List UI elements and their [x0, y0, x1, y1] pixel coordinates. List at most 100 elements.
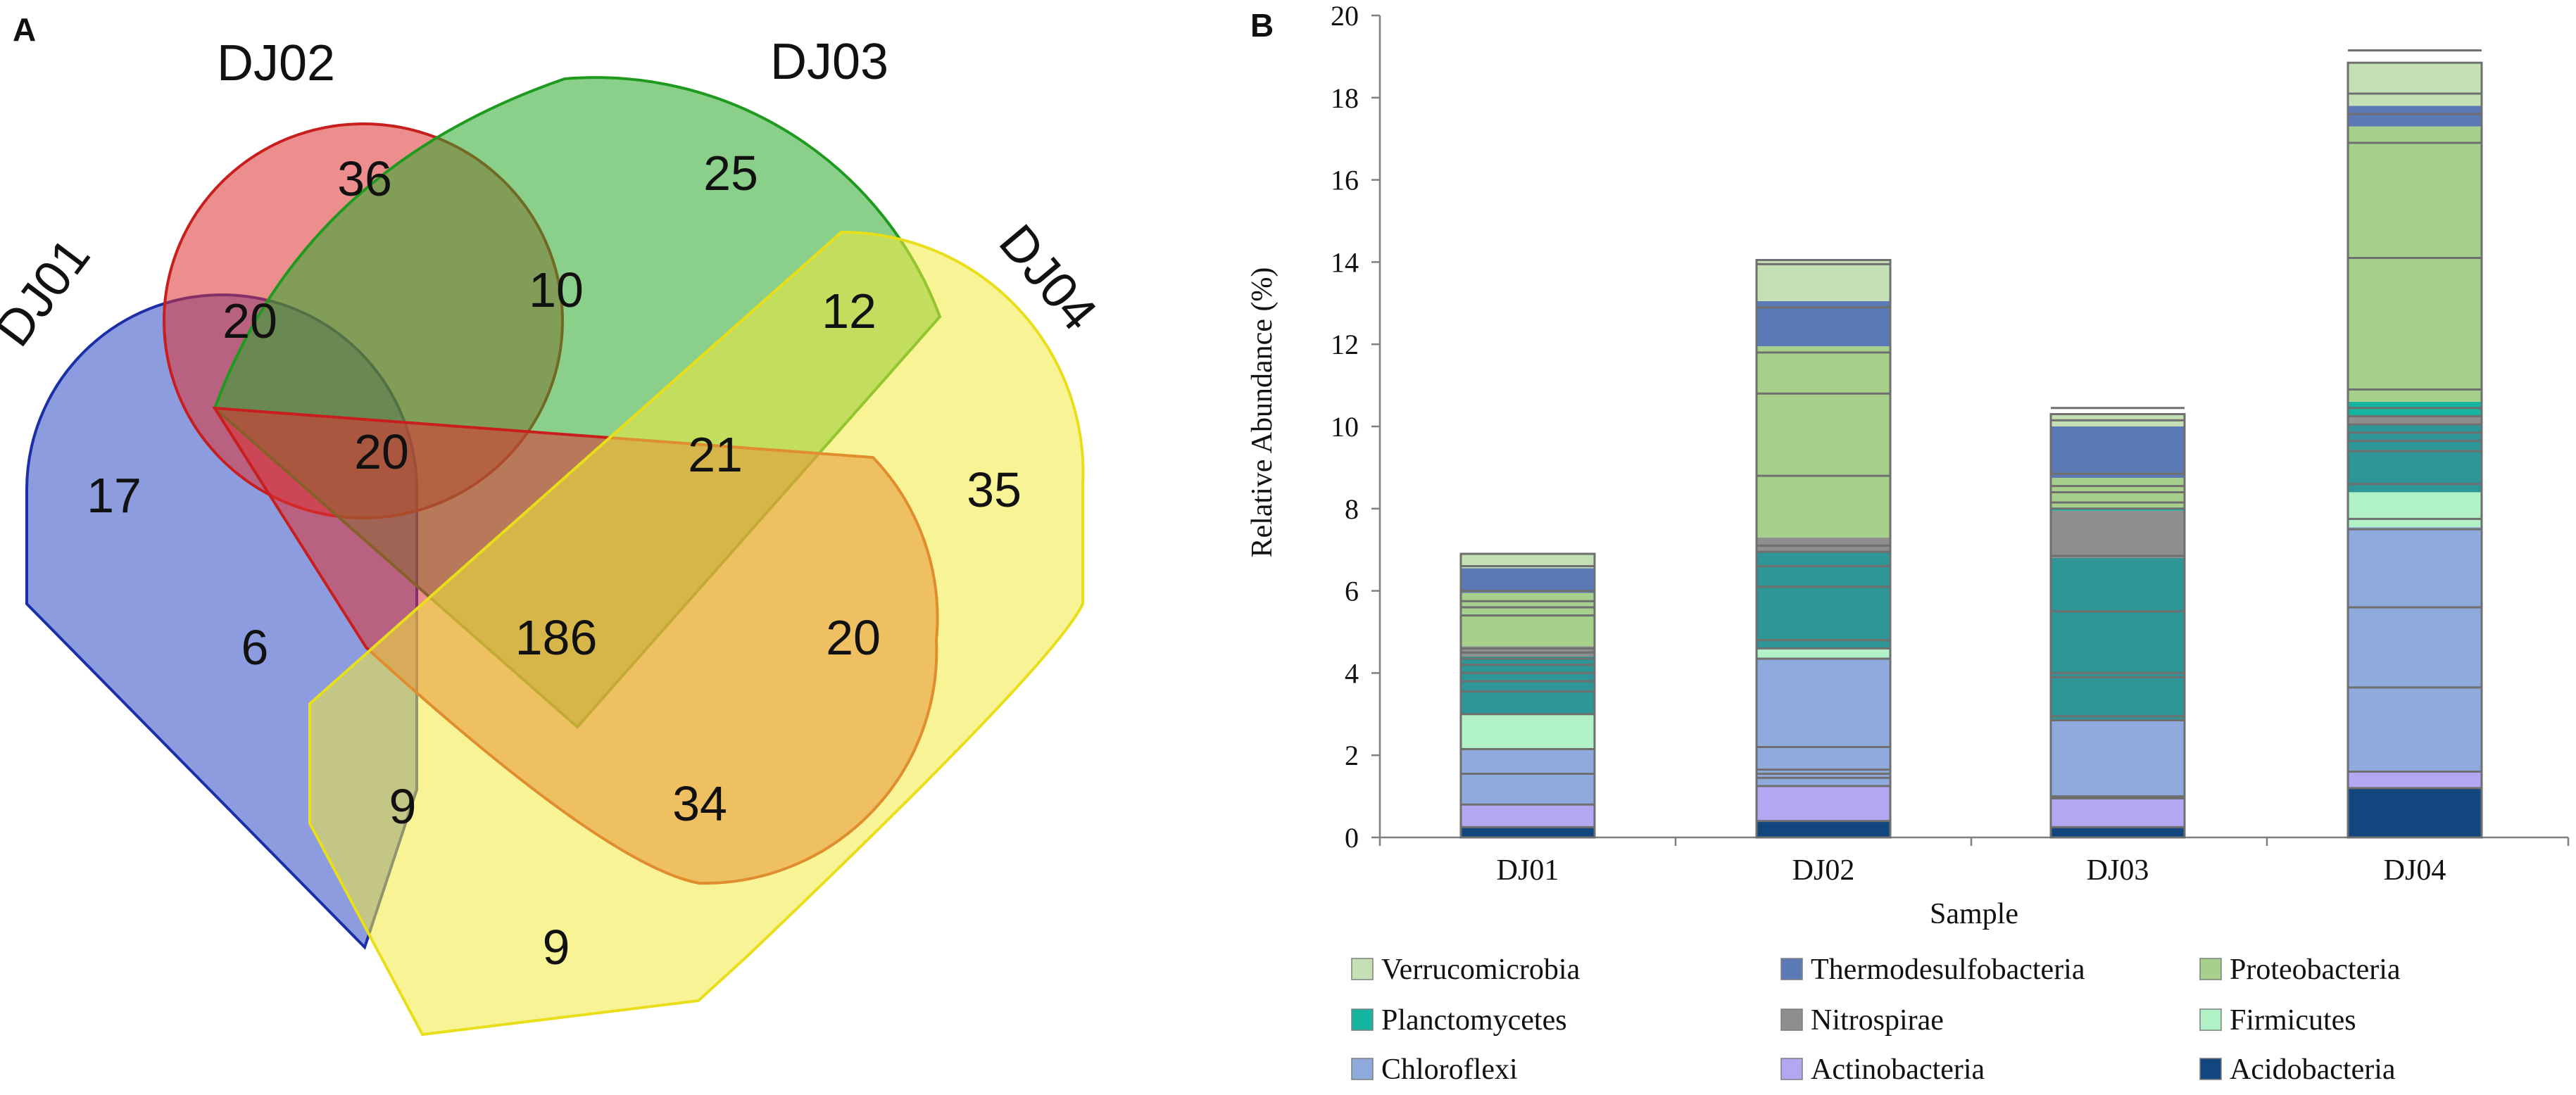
count-dj01-dj02-dj04: 34	[672, 776, 727, 831]
count-dj03-dj04: 12	[822, 284, 877, 338]
count-dj01-dj03-dj04: 9	[389, 779, 417, 834]
legend-swatch	[1780, 1008, 1803, 1031]
bar-outline	[1459, 552, 1596, 839]
bar-segment-planctomycetes	[1757, 552, 1890, 649]
count-dj02-dj03-dj04: 21	[688, 427, 743, 482]
bar-stack-dj03	[2049, 407, 2186, 839]
x-tick-label: DJ04	[2384, 854, 2446, 887]
legend-item: Proteobacteria	[2199, 954, 2401, 986]
legend-swatch	[2199, 1058, 2222, 1080]
x-tick-label: DJ02	[1792, 854, 1855, 887]
count-dj03-only: 25	[703, 146, 758, 201]
bar-stack-dj01	[1459, 552, 1596, 839]
bar-stack-dj04	[2346, 49, 2483, 839]
bar-segment-firmicutes	[1757, 648, 1890, 659]
y-axis-title: Relative Abundance (%)	[1246, 267, 1278, 558]
legend-swatch	[2199, 958, 2222, 980]
bar-segment-verrucomicrobia	[1461, 554, 1595, 569]
legend: Verrucomicrobia Thermodesulfobacteria Prot…	[1351, 954, 2401, 1086]
legend-item: Firmicutes	[2199, 1004, 2356, 1037]
panel-a-label: A	[13, 11, 36, 48]
count-dj02-dj03: 10	[529, 262, 584, 317]
bar-segment-thermodesulfobacteria	[2051, 426, 2185, 478]
legend-label: Thermodesulfobacteria	[1811, 954, 2085, 986]
count-dj02-dj04: 20	[826, 610, 881, 665]
legend-label: Acidobacteria	[2230, 1053, 2396, 1086]
legend-item: Actinobacteria	[1780, 1053, 1985, 1086]
y-tick-label: 4	[1345, 657, 1359, 689]
count-dj04-only: 35	[967, 462, 1022, 517]
count-dj01-dj04: 9	[543, 920, 570, 975]
bar-segment-actinobacteria	[2348, 771, 2482, 788]
bar-segment-firmicutes	[2348, 492, 2482, 528]
x-tick-label: DJ03	[2087, 854, 2149, 887]
legend-label: Proteobacteria	[2230, 954, 2401, 986]
bars	[1459, 49, 2483, 839]
y-tick-label: 14	[1331, 246, 1359, 278]
panel-b-label: B	[1250, 7, 1274, 44]
bar-outline	[2049, 412, 2186, 839]
bar-chart-panel: B Relative Abundance (%) 0 2 4 6 8 10 12 14 16 18…	[1246, 0, 2570, 1086]
bar-segment-acidobacteria	[2051, 827, 2185, 837]
bar-segment-actinobacteria	[2051, 798, 2185, 828]
legend-label: Chloroflexi	[1381, 1053, 1518, 1086]
bar-segment-planctomycetes	[1461, 657, 1595, 714]
venn-set-dj04	[308, 230, 1085, 1037]
y-tick-label: 6	[1345, 576, 1359, 607]
count-all-four: 186	[515, 610, 598, 665]
legend-label: Verrucomicrobia	[1381, 954, 1581, 986]
bar-segment-actinobacteria	[1461, 804, 1595, 828]
y-tick-label: 0	[1345, 822, 1359, 854]
bar-segment-verrucomicrobia	[1757, 260, 1890, 301]
y-tick-label: 8	[1345, 493, 1359, 525]
legend-item: Thermodesulfobacteria	[1780, 954, 2085, 986]
bar-segment-actinobacteria	[1757, 786, 1890, 821]
legend-item: Planctomycetes	[1351, 1004, 1567, 1037]
bar-segment-firmicutes	[1461, 714, 1595, 749]
legend-item: Chloroflexi	[1351, 1053, 1518, 1086]
count-dj01-dj03: 6	[241, 620, 269, 675]
bar-segment-chloroflexi	[2348, 527, 2482, 772]
bar-segment-verrucomicrobia	[2348, 63, 2482, 106]
y-axis-ticks: 0 2 4 6 8 10 12 14 16 18 20	[1331, 0, 1380, 854]
legend-item: Nitrospirae	[1780, 1004, 1944, 1037]
set-label-dj02: DJ02	[217, 35, 335, 91]
legend-swatch	[1351, 1058, 1374, 1080]
legend-label: Nitrospirae	[1811, 1004, 1944, 1037]
y-tick-label: 2	[1345, 740, 1359, 771]
legend-label: Planctomycetes	[1381, 1004, 1567, 1037]
bar-segment-chloroflexi	[1757, 658, 1890, 786]
count-dj02-only: 36	[337, 151, 392, 206]
bar-segment-proteobacteria	[1757, 346, 1890, 538]
legend-label: Actinobacteria	[1811, 1053, 1985, 1086]
legend-label: Firmicutes	[2230, 1004, 2356, 1037]
y-tick-label: 20	[1331, 0, 1359, 32]
bar-segment-thermodesulfobacteria	[1461, 568, 1595, 593]
venn-panel: A DJ02 DJ03 DJ01 DJ04 36 25 17 35 20 10 …	[0, 11, 1107, 1037]
set-label-dj01: DJ01	[0, 228, 101, 356]
bar-outline	[2346, 61, 2483, 839]
legend-swatch	[1780, 1058, 1803, 1080]
bar-segment-thermodesulfobacteria	[2348, 106, 2482, 127]
bar-segment-acidobacteria	[2348, 787, 2482, 837]
y-tick-label: 18	[1331, 82, 1359, 114]
legend-item: Acidobacteria	[2199, 1053, 2396, 1086]
x-axis-title: Sample	[1930, 898, 2018, 930]
bar-segment-planctomycetes	[2348, 424, 2482, 493]
bar-stack-dj02	[1755, 258, 1892, 839]
y-tick-label: 12	[1331, 329, 1359, 360]
bar-segment-nitrospirae	[2348, 416, 2482, 425]
bar-segment-proteobacteria	[2348, 126, 2482, 402]
bar-segment-planctomycetes	[2051, 557, 2185, 721]
bar-outline	[1755, 258, 1892, 839]
bar-segment-nitrospirae	[2051, 510, 2185, 558]
bar-segment-thermodesulfobacteria	[1757, 300, 1890, 347]
bar-segment-acidobacteria	[1461, 827, 1595, 837]
count-dj01-dj02-dj03: 20	[354, 424, 409, 479]
count-dj01-only: 17	[87, 468, 142, 523]
legend-item: Verrucomicrobia	[1351, 954, 1581, 986]
bar-segment-acidobacteria	[1757, 821, 1890, 837]
y-tick-label: 10	[1331, 411, 1359, 443]
legend-swatch	[1780, 958, 1803, 980]
